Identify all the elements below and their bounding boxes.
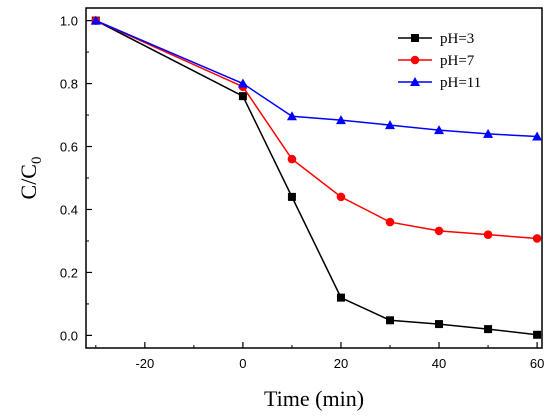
- y-tick-label: 0.8: [60, 77, 78, 92]
- data-point: [386, 316, 394, 325]
- data-point: [533, 330, 542, 339]
- data-point: [434, 125, 445, 135]
- data-point: [90, 15, 101, 25]
- y-tick-label: 0.0: [60, 328, 78, 343]
- data-point: [385, 217, 395, 227]
- series-pH=11: [90, 15, 543, 141]
- legend-label: pH=11: [440, 75, 481, 91]
- data-point: [435, 320, 444, 329]
- legend-marker: [410, 77, 420, 86]
- y-axis-title-subscript: 0: [29, 157, 45, 165]
- y-tick-label: 0.4: [60, 202, 78, 217]
- data-point: [484, 325, 493, 334]
- x-tick-label: 40: [432, 356, 446, 371]
- y-axis-title: C/C0: [16, 157, 45, 200]
- y-tick-label: 0.2: [60, 265, 78, 280]
- series-line: [95, 19, 538, 336]
- y-tick-label: 0.6: [60, 140, 78, 155]
- data-point: [532, 131, 543, 141]
- data-point: [238, 92, 247, 101]
- legend: pH=3 pH=7 pH=11: [398, 31, 481, 91]
- legend-marker: [410, 55, 420, 65]
- data-point: [532, 234, 542, 243]
- legend-entry: pH=11: [398, 75, 481, 91]
- x-tick-label: 20: [334, 356, 348, 371]
- data-point: [483, 230, 493, 239]
- series-pH=7: [91, 16, 542, 243]
- data-point: [286, 111, 297, 121]
- legend-entry: pH=7: [398, 53, 475, 69]
- data-point: [335, 115, 346, 125]
- data-point: [287, 192, 296, 201]
- series-layer: [90, 15, 543, 339]
- y-tick-label: 1.0: [60, 14, 78, 29]
- data-point: [237, 78, 248, 88]
- data-point: [287, 154, 297, 164]
- data-point: [483, 128, 494, 138]
- x-axis-title: Time (min): [264, 386, 364, 411]
- data-point: [336, 293, 345, 302]
- x-tick-label: -20: [135, 356, 154, 371]
- data-point: [336, 192, 346, 202]
- series-line: [95, 19, 538, 240]
- y-axis-title-main: C/C: [16, 164, 41, 199]
- series-line: [95, 19, 538, 138]
- x-tick-label: 60: [530, 356, 544, 371]
- data-point: [385, 120, 395, 130]
- legend-entry: pH=3: [398, 31, 474, 47]
- data-point: [434, 226, 444, 236]
- legend-label: pH=3: [440, 31, 474, 47]
- axis-ticks: -20 0 20 40 60 0.0 0.2 0.4 0.6 0.8 1.0: [60, 14, 544, 371]
- legend-marker: [411, 34, 419, 42]
- legend-label: pH=7: [440, 53, 475, 69]
- x-tick-label: 0: [239, 356, 246, 371]
